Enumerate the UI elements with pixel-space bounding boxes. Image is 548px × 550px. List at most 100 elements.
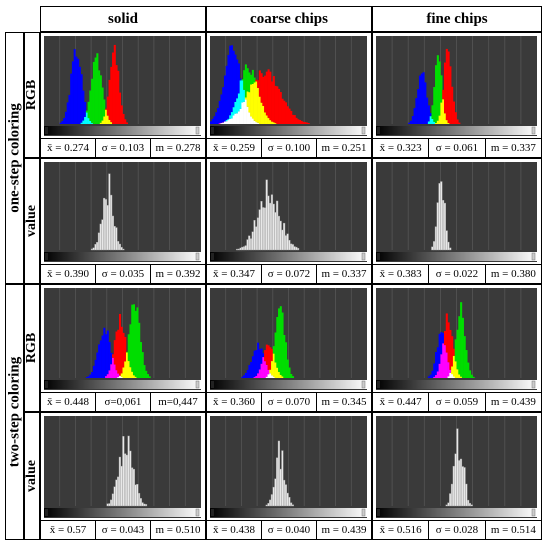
stat-sigma: σ = 0.028	[428, 521, 484, 539]
white-point-marker	[531, 380, 536, 389]
stat-mean: x̄ = 0.448	[47, 396, 89, 408]
stat-sigma: σ = 0.043	[95, 521, 150, 539]
black-point-marker	[377, 127, 380, 134]
stats-row: x̄ = 0.347 σ = 0.072 m = 0.337	[207, 264, 371, 283]
stat-median: m = 0.439	[316, 521, 371, 539]
histogram-plot	[44, 162, 201, 262]
stat-mean: x̄ = 0.347	[213, 268, 255, 280]
black-point-marker	[211, 253, 214, 260]
intensity-gradient-bar	[44, 252, 201, 261]
stat-median: m = 0.251	[316, 139, 371, 157]
row-label: RGB	[24, 332, 39, 364]
white-point-marker	[531, 252, 536, 261]
row-group-label: two-step coloring	[6, 356, 22, 468]
stats-row: x̄ = 0.274 σ = 0.103 m = 0.278	[41, 138, 205, 157]
stat-sigma: σ = 0.059	[428, 393, 484, 411]
histogram-plot	[210, 416, 367, 518]
white-point-marker	[361, 508, 366, 517]
gridlines	[391, 288, 522, 378]
histogram-cell: x̄ = 0.274 σ = 0.103 m = 0.278	[40, 32, 206, 158]
stat-sigma: σ = 0.103	[95, 139, 150, 157]
stat-mean: x̄ = 0.516	[379, 524, 422, 536]
white-point-marker	[195, 380, 200, 389]
stats-row: x̄ = 0.360 σ = 0.070 m = 0.345	[207, 392, 371, 411]
stats-row: x̄ = 0.438 σ = 0.040 m = 0.439	[207, 520, 371, 539]
stat-sigma: σ = 0.072	[261, 265, 316, 283]
gridlines	[225, 162, 352, 250]
stat-mean: x̄ = 0.323	[379, 142, 422, 154]
histogram-columns	[408, 48, 461, 124]
intensity-gradient-bar	[376, 252, 537, 261]
intensity-gradient-bar	[210, 508, 367, 517]
column-header-solid: solid	[40, 6, 206, 32]
stat-mean: x̄ = 0.390	[47, 268, 89, 280]
stat-mean: x̄ = 0.447	[379, 396, 422, 408]
histogram-columns	[265, 440, 294, 507]
intensity-gradient-bar	[44, 126, 201, 135]
histogram-plot	[376, 416, 537, 518]
histogram-columns	[431, 181, 452, 251]
gridlines	[225, 416, 352, 506]
black-point-marker	[211, 127, 214, 134]
histogram-cell: x̄ = 0.516 σ = 0.028 m = 0.514	[372, 412, 542, 540]
histogram-cell: x̄ = 0.390 σ = 0.035 m = 0.392	[40, 158, 206, 284]
stat-median: m = 0.278	[150, 139, 205, 157]
row-group-one-step: one-step coloring	[5, 32, 24, 284]
histogram-plot	[376, 288, 537, 390]
row-label: RGB	[24, 79, 39, 111]
white-point-marker	[531, 126, 536, 135]
stat-mean: x̄ = 0.383	[379, 268, 422, 280]
white-point-marker	[361, 126, 366, 135]
white-point-marker	[531, 508, 536, 517]
stat-median: m = 0.380	[484, 265, 541, 283]
histogram-plot	[210, 162, 367, 262]
intensity-gradient-bar	[210, 252, 367, 261]
histogram-cell: x̄ = 0.447 σ = 0.059 m = 0.439	[372, 284, 542, 412]
histogram-cell: x̄ = 0.383 σ = 0.022 m = 0.380	[372, 158, 542, 284]
histogram-columns	[85, 304, 151, 378]
histogram-columns	[90, 173, 125, 251]
histogram-columns	[106, 435, 148, 507]
row-label-two-step-value: value	[24, 412, 40, 540]
histogram-columns	[59, 44, 129, 124]
stat-mean: x̄ = 0.274	[47, 142, 89, 154]
stat-mean: x̄ = 0.259	[213, 142, 255, 154]
histogram-columns	[210, 45, 310, 124]
stat-median: m = 0.337	[484, 139, 541, 157]
stats-row: x̄ = 0.447 σ = 0.059 m = 0.439	[373, 392, 541, 411]
white-point-marker	[361, 252, 366, 261]
column-header-coarse-chips: coarse chips	[206, 6, 372, 32]
stat-sigma: σ = 0.070	[261, 393, 316, 411]
stats-row: x̄ = 0.323 σ = 0.061 m = 0.337	[373, 138, 541, 157]
stat-sigma: σ = 0.035	[95, 265, 150, 283]
stats-row: x̄ = 0.57 σ = 0.043 m = 0.510	[41, 520, 205, 539]
black-point-marker	[211, 509, 214, 516]
histogram-columns	[241, 306, 295, 378]
row-label-one-step-rgb: RGB	[24, 32, 40, 158]
histogram-plot	[44, 416, 201, 518]
stat-median: m = 0.392	[150, 265, 205, 283]
histogram-plot	[376, 36, 537, 136]
histogram-columns	[235, 179, 300, 251]
stats-row: x̄ = 0.259 σ = 0.100 m = 0.251	[207, 138, 371, 157]
black-point-marker	[377, 381, 380, 388]
intensity-gradient-bar	[44, 380, 201, 389]
stat-mean: x̄ = 0.57	[49, 524, 87, 536]
intensity-gradient-bar	[376, 126, 537, 135]
histogram-cell: x̄ = 0.360 σ = 0.070 m = 0.345	[206, 284, 372, 412]
intensity-gradient-bar	[376, 508, 537, 517]
stat-sigma: σ=0,061	[95, 393, 150, 411]
gridlines	[59, 416, 186, 506]
stats-row: x̄ = 0.516 σ = 0.028 m = 0.514	[373, 520, 541, 539]
stat-mean: x̄ = 0.438	[213, 524, 255, 536]
intensity-gradient-bar	[376, 380, 537, 389]
intensity-gradient-bar	[210, 126, 367, 135]
black-point-marker	[377, 509, 380, 516]
stat-sigma: σ = 0.022	[428, 265, 484, 283]
black-point-marker	[45, 127, 48, 134]
stat-median: m = 0.439	[484, 393, 541, 411]
histogram-cell: x̄ = 0.347 σ = 0.072 m = 0.337	[206, 158, 372, 284]
row-group-two-step: two-step coloring	[5, 284, 24, 540]
histogram-columns	[427, 302, 475, 378]
